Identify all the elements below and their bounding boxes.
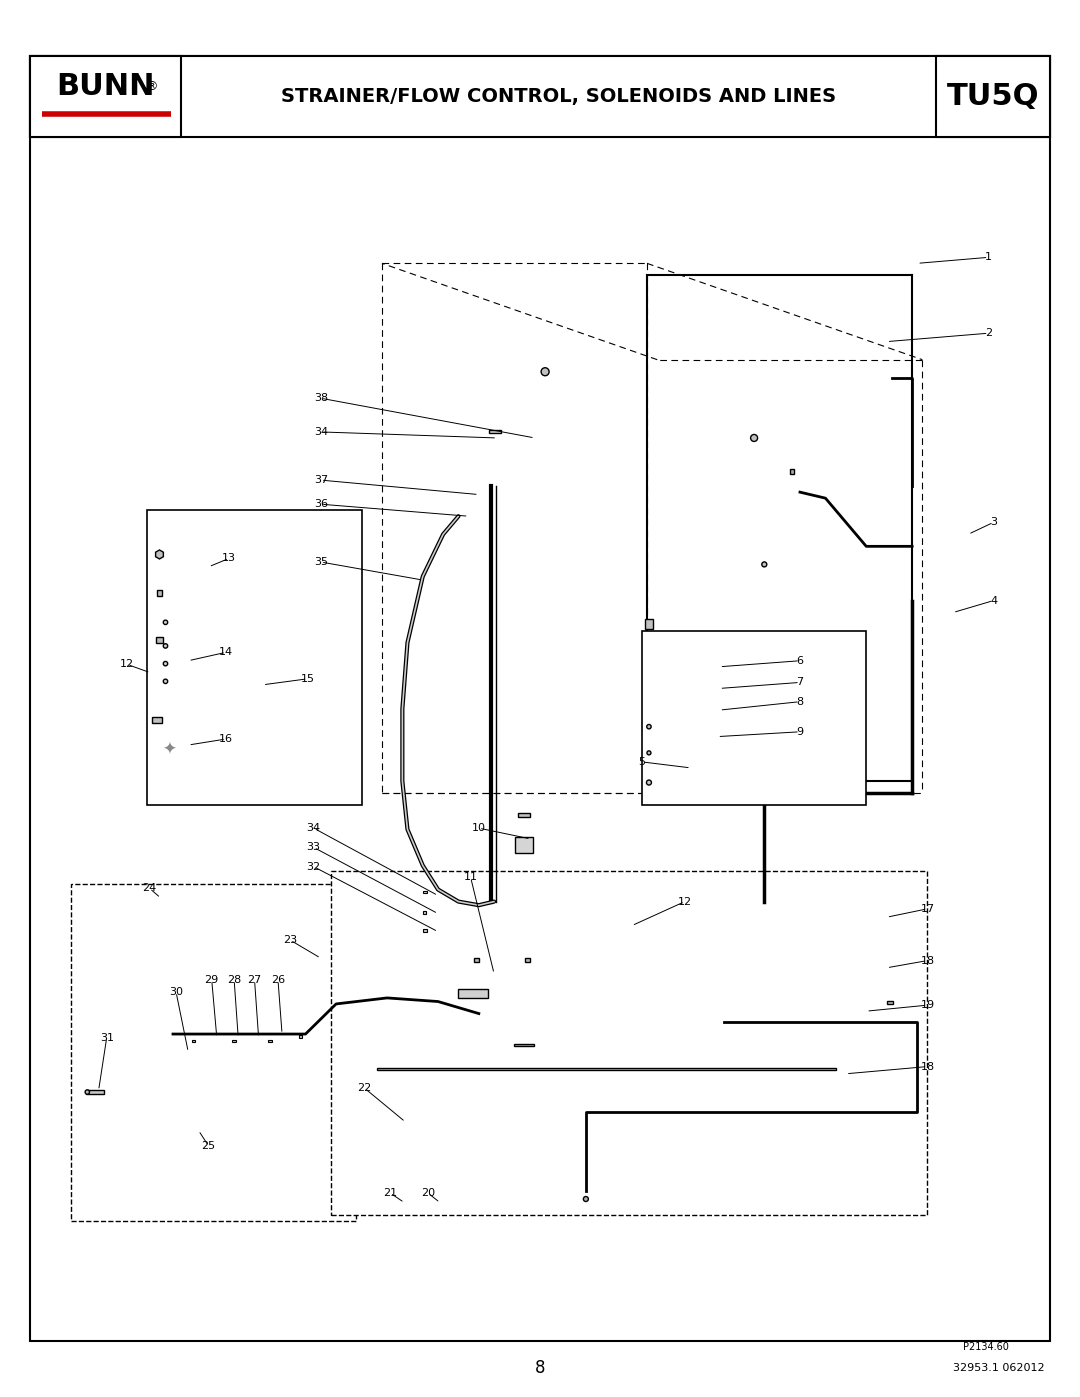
- Circle shape: [85, 1090, 90, 1094]
- Text: P2134.60: P2134.60: [963, 1343, 1009, 1352]
- Circle shape: [751, 434, 757, 441]
- Text: 5: 5: [638, 757, 646, 767]
- Text: 18: 18: [920, 1062, 934, 1071]
- Text: 37: 37: [314, 475, 328, 485]
- Bar: [232, 1039, 235, 1042]
- Bar: [789, 469, 794, 474]
- Text: 11: 11: [463, 873, 477, 883]
- Bar: [489, 430, 501, 433]
- Bar: [422, 929, 427, 932]
- Bar: [86, 1090, 105, 1094]
- Text: 6: 6: [796, 655, 804, 666]
- Bar: [517, 813, 529, 817]
- Text: 28: 28: [227, 975, 241, 985]
- Bar: [30, 56, 1050, 137]
- Bar: [422, 911, 427, 914]
- Text: 3: 3: [990, 517, 997, 527]
- Bar: [525, 958, 530, 961]
- Text: BUNN: BUNN: [56, 73, 156, 101]
- Bar: [514, 837, 532, 854]
- Text: 25: 25: [202, 1141, 216, 1151]
- Text: 22: 22: [357, 1083, 372, 1094]
- Text: 9: 9: [796, 726, 804, 736]
- Circle shape: [163, 661, 167, 666]
- Text: 12: 12: [120, 659, 134, 669]
- Circle shape: [541, 367, 549, 376]
- Text: 13: 13: [222, 553, 237, 563]
- Text: ✦: ✦: [163, 740, 176, 759]
- Text: 30: 30: [170, 986, 183, 997]
- Bar: [191, 1039, 195, 1042]
- Text: 1: 1: [985, 253, 993, 263]
- Bar: [377, 1067, 836, 1070]
- Text: 31: 31: [99, 1032, 113, 1042]
- Text: 21: 21: [383, 1187, 397, 1199]
- Text: 32: 32: [307, 862, 321, 872]
- Bar: [474, 958, 480, 961]
- Text: 24: 24: [143, 883, 157, 893]
- Text: 20: 20: [421, 1187, 435, 1199]
- Bar: [887, 1000, 893, 1004]
- Circle shape: [647, 780, 651, 785]
- Bar: [71, 883, 356, 1221]
- Text: 8: 8: [535, 1359, 545, 1377]
- Text: 12: 12: [678, 897, 692, 907]
- Text: ®: ®: [145, 80, 158, 94]
- Text: TU5Q: TU5Q: [947, 82, 1039, 110]
- Bar: [936, 56, 1050, 137]
- Bar: [642, 630, 866, 805]
- Bar: [422, 891, 427, 893]
- Text: 2: 2: [985, 328, 993, 338]
- Text: STRAINER/FLOW CONTROL, SOLENOIDS AND LINES: STRAINER/FLOW CONTROL, SOLENOIDS AND LIN…: [281, 87, 837, 106]
- Circle shape: [163, 644, 167, 648]
- Text: 18: 18: [920, 956, 934, 965]
- Circle shape: [647, 725, 651, 729]
- Bar: [298, 1035, 302, 1038]
- Text: 38: 38: [314, 393, 328, 404]
- Text: 16: 16: [219, 733, 233, 745]
- Circle shape: [163, 679, 167, 683]
- Circle shape: [583, 1196, 589, 1201]
- Text: 36: 36: [314, 499, 328, 509]
- Text: 4: 4: [990, 595, 997, 605]
- Text: 34: 34: [314, 427, 328, 437]
- Text: 35: 35: [314, 557, 328, 567]
- Text: 26: 26: [271, 975, 285, 985]
- Text: 23: 23: [283, 935, 297, 946]
- Bar: [645, 619, 653, 629]
- Circle shape: [647, 750, 651, 754]
- Bar: [152, 717, 162, 722]
- Text: 29: 29: [204, 975, 219, 985]
- Text: 27: 27: [247, 975, 261, 985]
- Bar: [513, 1044, 534, 1046]
- Text: 8: 8: [796, 697, 804, 707]
- Text: 33: 33: [307, 842, 321, 852]
- Text: 34: 34: [307, 823, 321, 833]
- Text: 17: 17: [920, 904, 934, 914]
- Circle shape: [761, 562, 767, 567]
- Bar: [30, 56, 181, 137]
- Bar: [148, 510, 362, 805]
- Text: 10: 10: [472, 823, 486, 833]
- Text: 32953.1 062012: 32953.1 062012: [954, 1363, 1044, 1373]
- Text: 14: 14: [219, 647, 233, 658]
- Text: 15: 15: [300, 673, 314, 683]
- Text: 7: 7: [796, 678, 804, 687]
- Bar: [330, 872, 928, 1214]
- Circle shape: [163, 620, 167, 624]
- Bar: [458, 989, 488, 997]
- Bar: [268, 1039, 272, 1042]
- Text: 19: 19: [920, 1000, 934, 1010]
